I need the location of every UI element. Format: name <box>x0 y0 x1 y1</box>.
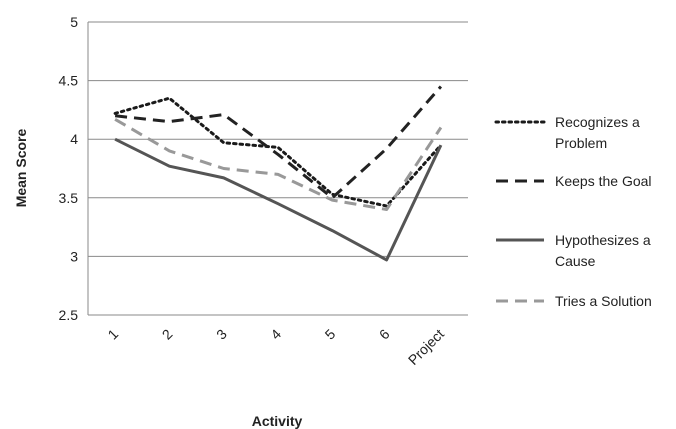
x-tick-labels: 1 2 3 4 5 6 Project <box>104 326 447 368</box>
y-tick-label: 5 <box>70 14 78 30</box>
legend-label: Hypothesizes a <box>555 232 651 248</box>
legend-label: Problem <box>555 135 607 151</box>
x-tick-label: 4 <box>267 326 284 343</box>
y-tick-label: 2.5 <box>59 307 79 323</box>
series-line-1 <box>113 96 443 208</box>
y-tick-labels: 2.5 3 3.5 4 4.5 5 <box>59 14 79 323</box>
series-line-3 <box>114 137 443 262</box>
gridlines <box>88 21 468 316</box>
legend-item-3: Hypothesizes a Cause <box>496 232 651 269</box>
legend: Recognizes a Problem Keeps the Goal Hypothe… <box>494 114 652 309</box>
x-tick-label: 1 <box>104 326 121 343</box>
y-tick-label: 3.5 <box>59 190 79 206</box>
series-lines <box>113 85 443 262</box>
x-axis-title: Activity <box>252 413 303 429</box>
x-tick-label: Project <box>405 326 447 368</box>
legend-label: Tries a Solution <box>555 293 652 309</box>
y-tick-label: 3 <box>70 248 78 264</box>
legend-label: Cause <box>555 253 596 269</box>
x-tick-label: 5 <box>322 326 339 343</box>
x-tick-label: 2 <box>159 326 176 343</box>
legend-item-2: Keeps the Goal <box>496 173 652 189</box>
legend-item-1: Recognizes a Problem <box>494 114 640 151</box>
legend-label: Recognizes a <box>555 114 640 130</box>
series-line-4 <box>114 118 443 211</box>
x-tick-label: 3 <box>213 326 230 343</box>
legend-item-4: Tries a Solution <box>496 293 652 309</box>
series-line-2 <box>114 85 443 200</box>
y-tick-label: 4 <box>70 131 78 147</box>
y-axis-title: Mean Score <box>13 128 29 207</box>
y-tick-label: 4.5 <box>59 73 79 89</box>
x-tick-label: 6 <box>376 326 393 343</box>
legend-label: Keeps the Goal <box>555 173 652 189</box>
